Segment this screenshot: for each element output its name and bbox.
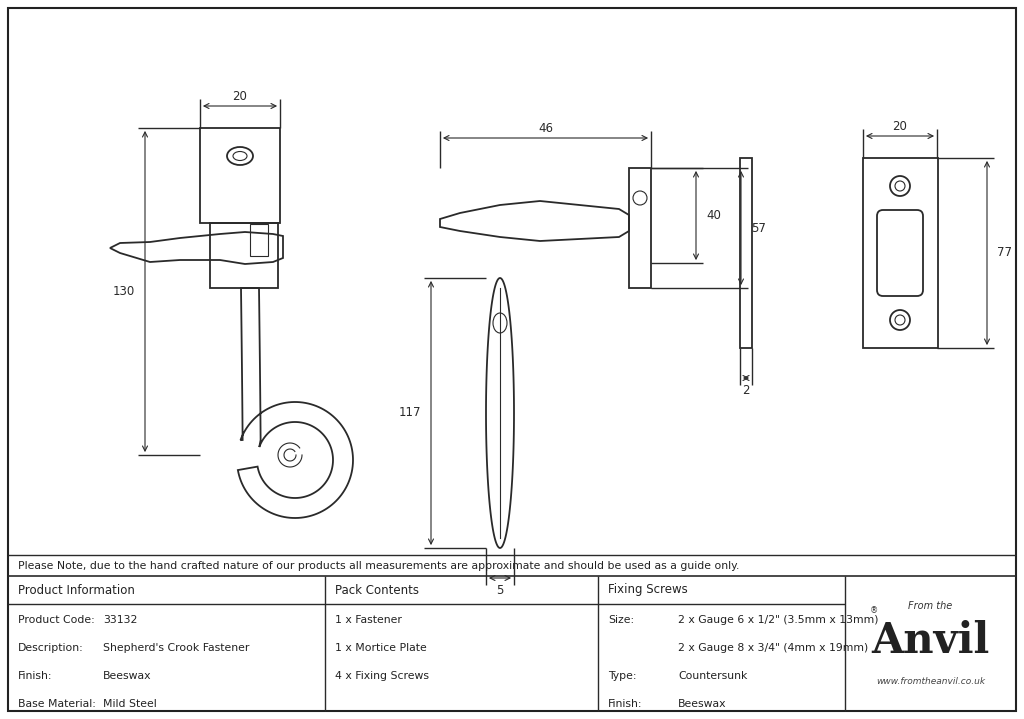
Text: Description:: Description: [18,643,84,653]
Text: Countersunk: Countersunk [678,671,748,681]
Bar [200,128,280,223]
Text: Type:: Type: [608,671,637,681]
Text: Finish:: Finish: [18,671,52,681]
Text: 1 x Fastener: 1 x Fastener [335,615,401,625]
Text: 5: 5 [497,584,504,597]
Text: Anvil: Anvil [871,620,989,662]
Text: 77: 77 [997,247,1012,260]
Text: 2 x Gauge 6 x 1/2" (3.5mm x 13mm): 2 x Gauge 6 x 1/2" (3.5mm x 13mm) [678,615,879,625]
Text: Please Note, due to the hand crafted nature of our products all measurements are: Please Note, due to the hand crafted nat… [18,561,739,571]
Bar [210,223,278,288]
Text: Shepherd's Crook Fastener: Shepherd's Crook Fastener [103,643,250,653]
Text: 40: 40 [706,209,721,222]
Text: www.fromtheanvil.co.uk: www.fromtheanvil.co.uk [876,677,985,685]
Bar [250,224,268,256]
Text: Mild Steel: Mild Steel [103,699,157,709]
Bar [863,158,938,348]
Text: Base Material:: Base Material: [18,699,96,709]
Text: 2 x Gauge 8 x 3/4" (4mm x 19mm): 2 x Gauge 8 x 3/4" (4mm x 19mm) [678,643,868,653]
Text: 57: 57 [751,221,766,234]
Text: Product Code:: Product Code: [18,615,95,625]
Text: ®: ® [870,607,879,615]
Text: Beeswax: Beeswax [103,671,152,681]
Text: 20: 20 [232,89,248,103]
Text: Size:: Size: [608,615,634,625]
Text: 33132: 33132 [103,615,137,625]
Text: 117: 117 [398,406,421,419]
Text: Finish:: Finish: [608,699,642,709]
Text: 1 x Mortice Plate: 1 x Mortice Plate [335,643,427,653]
Bar [629,168,651,288]
Text: 20: 20 [893,119,907,132]
Text: 4 x Fixing Screws: 4 x Fixing Screws [335,671,429,681]
Bar [740,158,752,348]
Text: Pack Contents: Pack Contents [335,584,419,597]
Text: Beeswax: Beeswax [678,699,726,709]
Text: 46: 46 [538,122,553,134]
Text: Product Information: Product Information [18,584,135,597]
Text: Fixing Screws: Fixing Screws [608,584,688,597]
Text: 130: 130 [113,285,135,298]
Text: From the: From the [908,601,952,611]
Text: 2: 2 [742,383,750,396]
